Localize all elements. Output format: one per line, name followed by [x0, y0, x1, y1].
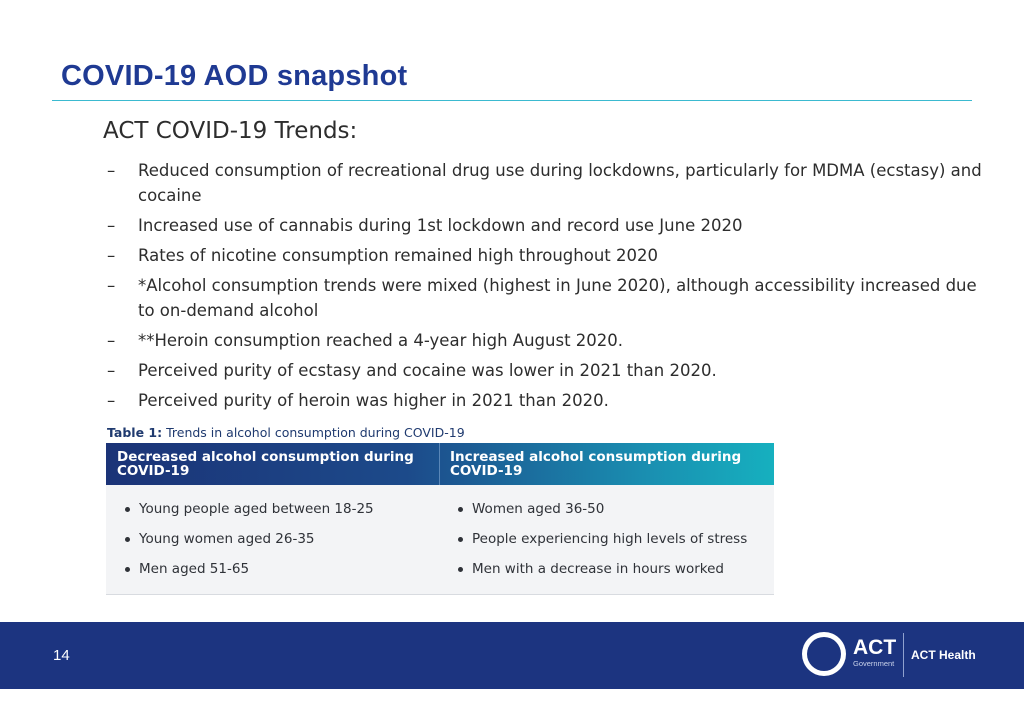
- bullet-dot-icon: [458, 507, 463, 512]
- table-caption-text: Trends in alcohol consumption during COV…: [166, 425, 465, 440]
- column-divider: [439, 443, 440, 485]
- table-item-text: Women aged 36-50: [472, 501, 605, 517]
- table-item-text: Men with a decrease in hours worked: [472, 561, 724, 577]
- footer-divider: [903, 633, 904, 677]
- table-header-increased: Increased alcohol consumption during COV…: [450, 449, 742, 479]
- table-caption-label: Table 1:: [107, 425, 163, 440]
- dash-marker: –: [107, 361, 116, 380]
- bullet-item: – Perceived purity of ecstasy and cocaine…: [107, 358, 987, 383]
- section-heading: ACT COVID-19 Trends:: [103, 118, 358, 144]
- act-crest-icon: [802, 632, 846, 676]
- dash-marker: –: [107, 161, 116, 180]
- bullet-dot-icon: [125, 567, 130, 572]
- table-caption: Table 1: Trends in alcohol consumption d…: [107, 425, 465, 440]
- increased-consumption-list: Women aged 36-50 People experiencing hig…: [450, 501, 747, 591]
- bullet-item: – **Heroin consumption reached a 4-year h…: [107, 328, 987, 353]
- table-header-decreased: Decreased alcohol consumption during COV…: [117, 449, 414, 479]
- act-health-brand: ACT Health: [911, 648, 976, 662]
- table-item-text: Men aged 51-65: [139, 561, 250, 577]
- bullet-text: **Heroin consumption reached a 4-year hi…: [138, 331, 624, 350]
- trend-bullet-list: – Reduced consumption of recreational dru…: [107, 158, 987, 418]
- table-list-item: Young women aged 26-35: [117, 531, 374, 561]
- title-divider: [52, 100, 972, 101]
- bullet-item: – Perceived purity of heroin was higher i…: [107, 388, 987, 413]
- decreased-consumption-list: Young people aged between 18-25 Young wo…: [117, 501, 374, 591]
- dash-marker: –: [107, 276, 116, 295]
- bullet-dot-icon: [125, 537, 130, 542]
- slide-title: COVID-19 AOD snapshot: [61, 60, 408, 92]
- bullet-item: – Reduced consumption of recreational dru…: [107, 158, 987, 208]
- act-logo-word: ACT: [853, 636, 897, 659]
- alcohol-trends-table: Decreased alcohol consumption during COV…: [106, 443, 774, 595]
- dash-marker: –: [107, 391, 116, 410]
- table-item-text: Young people aged between 18-25: [139, 501, 374, 517]
- bullet-item: – Increased use of cannabis during 1st lo…: [107, 213, 987, 238]
- bullet-text: Rates of nicotine consumption remained h…: [138, 246, 658, 265]
- dash-marker: –: [107, 216, 116, 235]
- table-header-row: Decreased alcohol consumption during COV…: [106, 443, 774, 485]
- table-list-item: Women aged 36-50: [450, 501, 747, 531]
- bullet-text: Increased use of cannabis during 1st loc…: [138, 216, 743, 235]
- bullet-text: *Alcohol consumption trends were mixed (…: [138, 276, 977, 320]
- table-list-item: Men with a decrease in hours worked: [450, 561, 747, 591]
- table-list-item: Young people aged between 18-25: [117, 501, 374, 531]
- dash-marker: –: [107, 331, 116, 350]
- table-item-text: Young women aged 26-35: [139, 531, 315, 547]
- bullet-item: – *Alcohol consumption trends were mixed …: [107, 273, 987, 323]
- bullet-text: Perceived purity of ecstasy and cocaine …: [138, 361, 717, 380]
- footer-bar: 14 ACT Government ACT Health: [0, 622, 1024, 689]
- table-list-item: Men aged 51-65: [117, 561, 374, 591]
- bullet-text: Reduced consumption of recreational drug…: [138, 161, 982, 205]
- table-item-text: People experiencing high levels of stres…: [472, 531, 748, 547]
- act-logo-subtext: Government: [853, 659, 895, 668]
- table-list-item: People experiencing high levels of stres…: [450, 531, 747, 561]
- page-number: 14: [53, 647, 70, 664]
- bullet-item: – Rates of nicotine consumption remained …: [107, 243, 987, 268]
- bullet-dot-icon: [125, 507, 130, 512]
- bullet-dot-icon: [458, 567, 463, 572]
- crest-emblem: [807, 637, 841, 671]
- bullet-dot-icon: [458, 537, 463, 542]
- bullet-text: Perceived purity of heroin was higher in…: [138, 391, 609, 410]
- dash-marker: –: [107, 246, 116, 265]
